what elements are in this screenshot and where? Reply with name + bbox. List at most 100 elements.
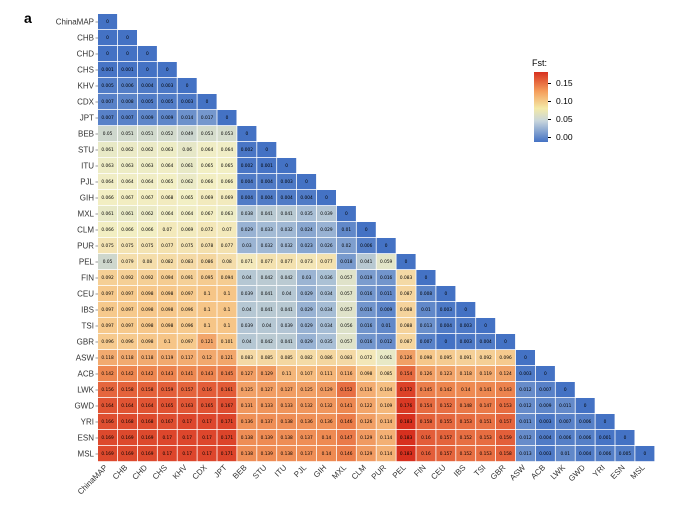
- heatmap-cell: [297, 206, 317, 222]
- heatmap-cell: [356, 318, 376, 334]
- cell-value: 0.07: [162, 227, 172, 233]
- cell-value: 0.17: [162, 435, 172, 441]
- heatmap-cell: [217, 110, 237, 126]
- heatmap-cell: [396, 254, 416, 270]
- heatmap-cell: [297, 430, 317, 446]
- cell-value: 0.131: [241, 403, 254, 409]
- heatmap-cell: [177, 302, 197, 318]
- heatmap-cell: [117, 286, 137, 302]
- cell-value: 0.061: [101, 211, 114, 217]
- cell-value: 0: [624, 435, 627, 441]
- heatmap-cell: [376, 350, 396, 366]
- cell-value: 0.138: [241, 451, 254, 457]
- cell-value: 0.014: [181, 115, 194, 121]
- cell-value: 0.03: [302, 275, 312, 281]
- cell-value: 0.01: [421, 307, 431, 313]
- cell-value: 0.05: [103, 259, 113, 265]
- cell-value: 0.171: [221, 419, 234, 425]
- heatmap-cell: [217, 302, 237, 318]
- cell-value: 0.153: [460, 419, 473, 425]
- cell-value: 0.158: [121, 387, 134, 393]
- cell-value: 0.029: [300, 339, 313, 345]
- heatmap-cell: [277, 238, 297, 254]
- y-tick-label: TSI: [82, 322, 94, 331]
- heatmap-cell: [157, 222, 177, 238]
- heatmap-cell: [257, 382, 277, 398]
- cell-value: 0.136: [241, 419, 254, 425]
- cell-value: 0.097: [121, 323, 134, 329]
- cell-value: 0.007: [121, 115, 134, 121]
- heatmap-cell: [515, 430, 535, 446]
- cell-value: 0.041: [261, 291, 274, 297]
- cell-value: 0.17: [202, 451, 212, 457]
- cell-value: 0.004: [280, 195, 293, 201]
- cell-value: 0.097: [101, 323, 114, 329]
- cell-value: 0.098: [360, 371, 373, 377]
- cell-value: 0.017: [201, 115, 214, 121]
- heatmap-cell: [217, 158, 237, 174]
- cell-value: 0.169: [141, 451, 154, 457]
- heatmap-cell: [237, 398, 257, 414]
- x-tick-label: CLM: [350, 463, 369, 482]
- heatmap-cell: [177, 430, 197, 446]
- heatmap-cell: [98, 142, 118, 158]
- cell-value: 0.14: [322, 435, 332, 441]
- heatmap-cell: [197, 446, 217, 462]
- cell-value: 0.066: [121, 227, 134, 233]
- cell-value: 0.126: [400, 355, 413, 361]
- cell-value: 0: [106, 35, 109, 41]
- heatmap-cell: [297, 398, 317, 414]
- cell-value: 0.14: [461, 387, 471, 393]
- heatmap-cell: [137, 126, 157, 142]
- cell-value: 0.068: [161, 195, 174, 201]
- cell-value: 0.063: [161, 147, 174, 153]
- y-tick-label: ChinaMAP: [56, 18, 94, 27]
- cell-value: 0.082: [300, 355, 313, 361]
- heatmap-cell: [137, 334, 157, 350]
- heatmap-cell: [98, 174, 118, 190]
- cell-value: 0.164: [141, 403, 154, 409]
- heatmap-cell: [157, 110, 177, 126]
- y-tick-label: CHS: [77, 66, 94, 75]
- heatmap-cell: [217, 334, 237, 350]
- heatmap-cell: [336, 238, 356, 254]
- heatmap-cell: [98, 318, 118, 334]
- heatmap-cell: [635, 446, 655, 462]
- heatmap-cell: [157, 382, 177, 398]
- cell-value: 0.005: [141, 99, 154, 105]
- cell-value: 0.122: [360, 403, 373, 409]
- heatmap-cell: [157, 366, 177, 382]
- cell-value: 0.157: [440, 435, 453, 441]
- heatmap-cell: [316, 318, 336, 334]
- cell-value: 0.168: [121, 419, 134, 425]
- cell-value: 0.104: [380, 387, 393, 393]
- heatmap-cell: [217, 414, 237, 430]
- cell-value: 0.114: [380, 419, 393, 425]
- heatmap-cell: [98, 238, 118, 254]
- heatmap-cell: [177, 190, 197, 206]
- cell-value: 0.072: [201, 227, 214, 233]
- x-tick-label: CDX: [191, 463, 210, 482]
- heatmap-cell: [336, 414, 356, 430]
- heatmap-cell: [316, 254, 336, 270]
- cell-value: 0.176: [400, 403, 413, 409]
- heatmap-cell: [177, 222, 197, 238]
- heatmap-cell: [595, 430, 615, 446]
- heatmap-cell: [197, 94, 217, 110]
- heatmap-cell: [137, 206, 157, 222]
- cell-value: 0.032: [280, 227, 293, 233]
- heatmap-cell: [297, 334, 317, 350]
- legend-tick: 0.00: [556, 132, 573, 142]
- heatmap-cell: [336, 286, 356, 302]
- cell-value: 0.145: [221, 371, 234, 377]
- cell-value: 0.077: [261, 259, 274, 265]
- heatmap-cell: [396, 270, 416, 286]
- cell-value: 0.152: [460, 451, 473, 457]
- cell-value: 0: [345, 211, 348, 217]
- cell-value: 0.004: [241, 195, 254, 201]
- cell-value: 0.08: [222, 259, 232, 265]
- heatmap-cell: [496, 446, 516, 462]
- cell-value: 0: [484, 323, 487, 329]
- heatmap-cell: [456, 350, 476, 366]
- heatmap-cell: [217, 238, 237, 254]
